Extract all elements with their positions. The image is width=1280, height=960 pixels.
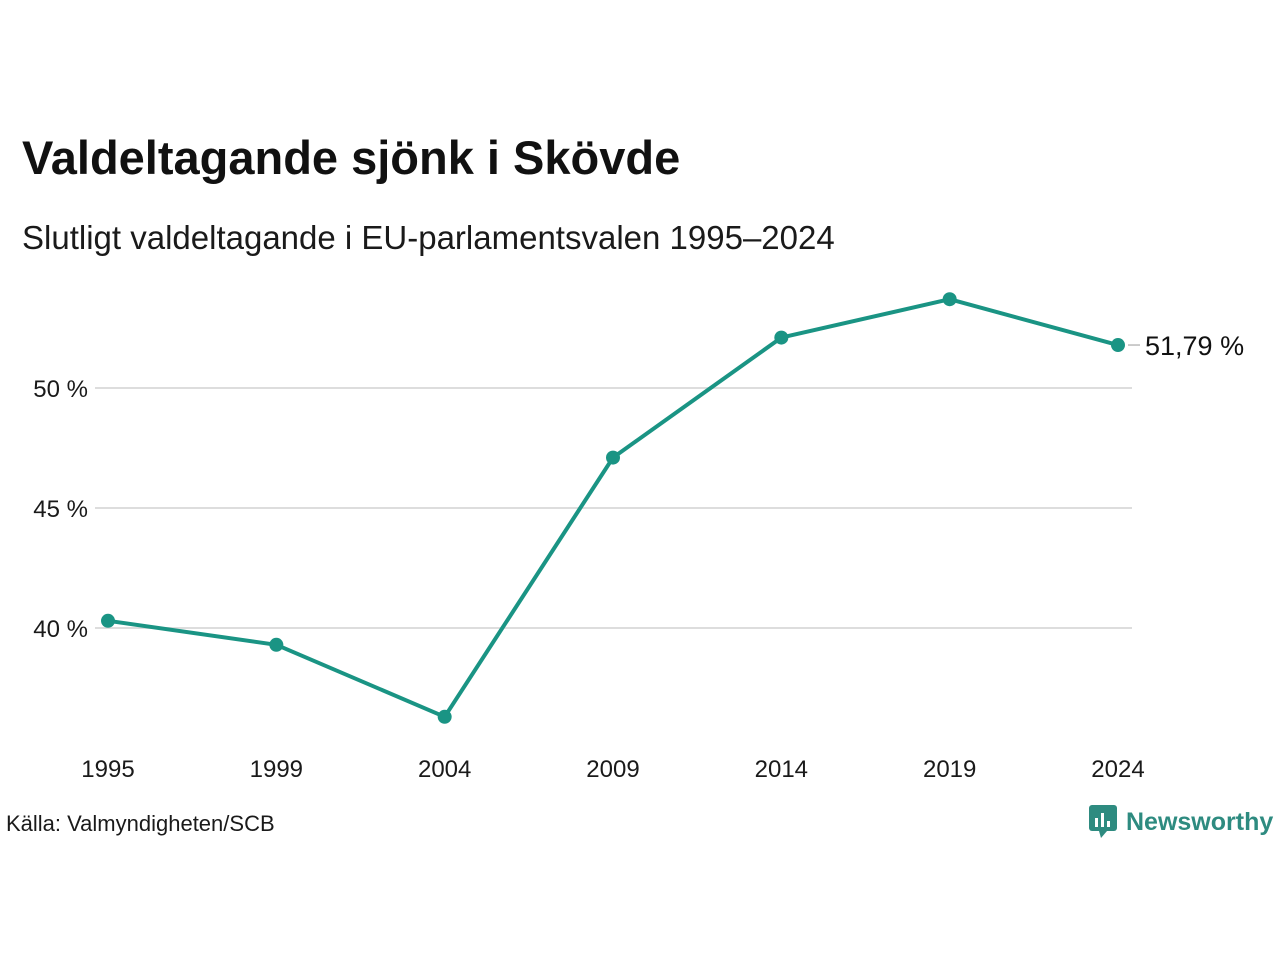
end-value-label: 51,79 % <box>1145 331 1244 361</box>
y-axis-ticks: 40 % 45 % 50 % <box>33 376 88 643</box>
data-point-2014[interactable] <box>774 330 789 345</box>
x-tick-label: 2009 <box>586 756 639 783</box>
data-point-2009[interactable] <box>606 450 620 465</box>
data-point-1995[interactable] <box>101 613 115 628</box>
x-tick-label: 2024 <box>1091 756 1144 783</box>
x-tick-label: 2004 <box>418 756 471 783</box>
y-tick-label: 50 % <box>33 376 88 403</box>
gridlines <box>95 387 1132 629</box>
data-point-2019[interactable] <box>942 292 957 307</box>
source-note: Källa: Valmyndigheten/SCB <box>6 811 275 836</box>
chart-title: Valdeltagande sjönk i Skövde <box>22 131 681 184</box>
y-tick-label: 45 % <box>33 496 88 523</box>
data-point-2004[interactable] <box>437 709 452 724</box>
data-point-2024[interactable] <box>1111 338 1125 353</box>
x-axis-ticks: 1995 1999 2004 2009 2014 2019 2024 <box>81 756 1144 783</box>
newsworthy-logo-icon <box>1089 805 1117 838</box>
y-tick-label: 40 % <box>33 616 88 643</box>
brand[interactable]: Newsworthy <box>1088 804 1273 840</box>
chart-subtitle: Slutligt valdeltagande i EU-parlamentsva… <box>22 219 835 256</box>
x-tick-label: 2014 <box>755 756 808 783</box>
x-tick-label: 1999 <box>250 756 303 783</box>
brand-name: Newsworthy <box>1126 807 1274 836</box>
data-points <box>101 292 1125 724</box>
data-point-1999[interactable] <box>269 637 284 652</box>
end-label-group: 51,79 % <box>1128 331 1244 361</box>
x-tick-label: 1995 <box>81 756 134 783</box>
x-tick-label: 2019 <box>923 756 976 783</box>
